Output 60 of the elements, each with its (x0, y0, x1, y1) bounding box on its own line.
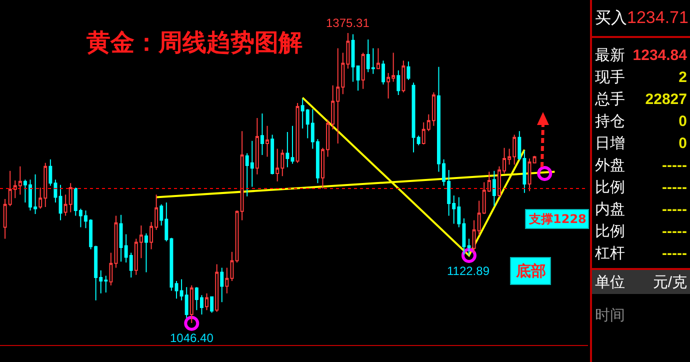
candlestick (467, 238, 471, 256)
text: 总手 (595, 90, 625, 108)
candlestick (376, 48, 380, 70)
annotation: 支撑1228 (528, 212, 586, 226)
candlestick (205, 292, 208, 311)
annotation: 1122.89 (447, 264, 490, 278)
text: ----- (662, 244, 687, 262)
candlestick (382, 60, 385, 85)
candlestick (215, 264, 219, 312)
candlestick (296, 102, 300, 164)
candlestick (210, 296, 214, 314)
annotation: 底部 (515, 262, 546, 280)
candlestick (255, 117, 259, 175)
text: ----- (662, 178, 687, 196)
candlestick (270, 134, 274, 175)
text: 1234.84 (632, 46, 687, 64)
candlestick (266, 125, 270, 158)
text: 外盘 (595, 156, 625, 174)
text: ----- (662, 222, 687, 240)
annotation: 1375.31 (326, 16, 370, 30)
text: 比例 (595, 222, 625, 240)
candlestick (114, 215, 118, 268)
candlestick (174, 280, 178, 300)
candlestick (290, 125, 294, 164)
text: 2 (678, 68, 687, 86)
candlestick (528, 158, 532, 192)
candlestick (144, 232, 148, 273)
candlestick (220, 267, 224, 303)
text: 22827 (645, 90, 687, 108)
text: 时间 (595, 306, 625, 324)
candlestick (396, 70, 400, 96)
text: 元/克 (652, 272, 687, 292)
text: 0 (678, 134, 687, 152)
text: 1234.71 (627, 8, 688, 28)
text: 日增 (595, 134, 625, 152)
candlestick (361, 52, 365, 90)
chart-title: 黄金：周线趋势图解 (86, 27, 303, 56)
candlestick (109, 252, 113, 286)
text: 现手 (595, 68, 625, 86)
candlestick (406, 61, 410, 81)
candlestick (492, 170, 496, 207)
candlestick (190, 284, 194, 324)
candlestick (356, 65, 360, 92)
text: 比例 (595, 178, 625, 196)
text: ----- (662, 156, 687, 174)
text: 最新 (595, 46, 625, 64)
candlestick (351, 34, 355, 82)
candlestick (286, 132, 290, 168)
annotation: 1046.40 (170, 331, 214, 345)
text: 内盘 (595, 200, 625, 218)
text: 杠杆 (595, 244, 625, 262)
candlestick (260, 113, 264, 156)
text: 单位 (595, 272, 625, 292)
text: 买入 (595, 8, 627, 28)
text: ----- (662, 200, 687, 218)
text: 持仓 (595, 112, 625, 130)
candlestick (58, 184, 62, 221)
candlestick (532, 155, 536, 164)
candlestick (402, 60, 406, 93)
text: 0 (678, 112, 687, 130)
